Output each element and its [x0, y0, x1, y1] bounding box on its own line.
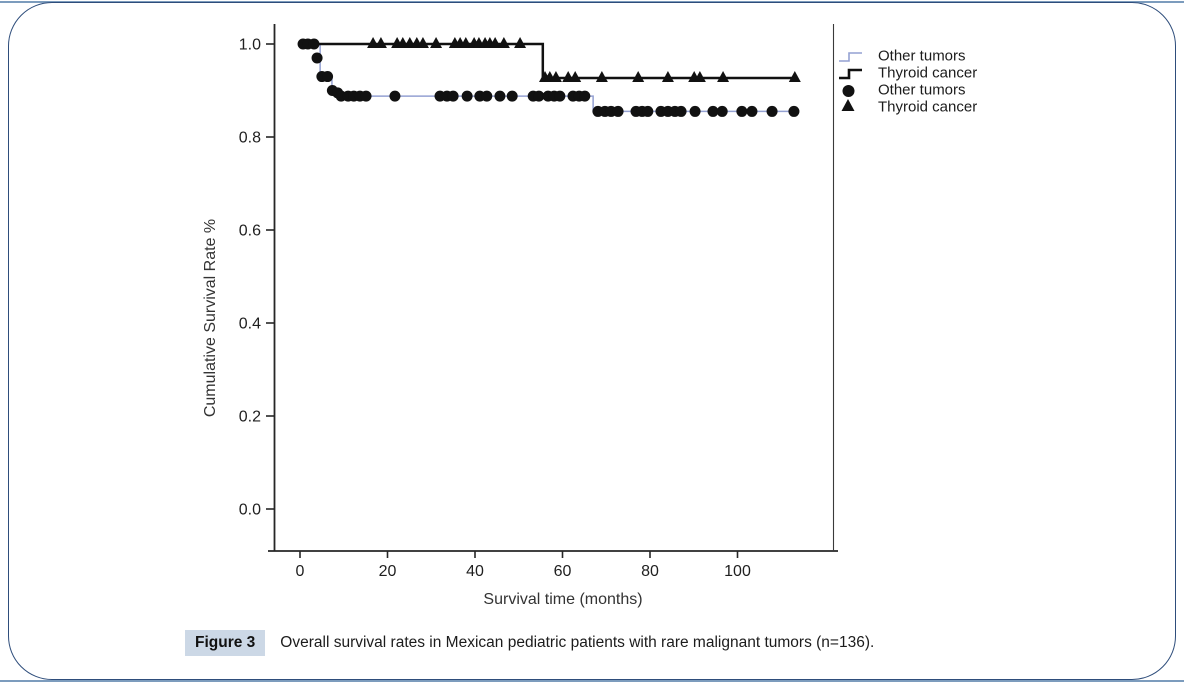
legend-marker-circle: [842, 85, 855, 97]
figure-caption: Figure 3 Overall survival rates in Mexic…: [185, 630, 874, 656]
y-tick-label: 0.8: [239, 130, 261, 147]
censor-marker-circle: [736, 105, 748, 117]
censor-marker-circle: [716, 105, 728, 117]
censor-marker-triangle: [569, 70, 582, 82]
figure-caption-label: Figure 3: [185, 630, 266, 656]
censor-marker-triangle: [459, 37, 472, 48]
y-tick-label: 0.2: [239, 409, 261, 426]
censor-marker-circle: [554, 90, 566, 102]
censor-marker-circle: [612, 105, 624, 117]
legend-line-sample-other-tumors: [839, 52, 862, 62]
censor-marker-triangle: [693, 70, 706, 82]
censor-marker-circle: [642, 105, 654, 117]
censor-marker-circle: [447, 90, 459, 102]
censor-marker-circle: [579, 90, 591, 102]
censor-marker-triangle: [489, 37, 502, 48]
y-tick-label: 0.4: [239, 316, 261, 333]
censor-marker-triangle: [661, 70, 674, 82]
censor-marker-circle: [311, 52, 323, 64]
figure-border: [8, 2, 1176, 680]
censor-marker-triangle: [374, 37, 387, 48]
censor-marker-triangle: [549, 70, 562, 82]
bottom-rule: [0, 680, 1184, 682]
censor-marker-circle: [766, 105, 778, 117]
censor-marker-circle: [494, 90, 506, 102]
y-tick-label: 0.6: [239, 223, 261, 240]
legend-label-thyroid-cancer-marker: Thyroid cancer: [878, 98, 978, 116]
y-tick-label: 0.0: [239, 502, 261, 519]
y-tick-label: 1.0: [239, 37, 261, 54]
censor-marker-triangle: [595, 70, 608, 82]
x-tick-label: 80: [641, 563, 659, 580]
legend-marker-triangle: [841, 99, 855, 111]
censor-marker-circle: [308, 38, 320, 50]
x-tick-label: 20: [379, 563, 397, 580]
legend-line-sample-thyroid-cancer: [839, 68, 862, 80]
figure-caption-text: Overall survival rates in Mexican pediat…: [280, 634, 875, 651]
x-axis-title: Survival time (months): [483, 591, 643, 608]
censor-marker-circle: [533, 90, 545, 102]
survival-chart-svg: 1.0 0.8 0.6 0.4 0.2 0.0 0 20 40 60 80 100: [239, 24, 862, 580]
censor-marker-triangle: [717, 70, 730, 82]
y-axis-title: Cumulative Survival Rate %: [202, 218, 219, 418]
censor-marker-triangle: [514, 37, 527, 48]
censor-marker-circle: [461, 90, 473, 102]
km-curve-thyroid-cancer: [302, 42, 796, 80]
censor-marker-circle: [689, 105, 701, 117]
legend-label-other-tumors-line: Other tumors: [878, 47, 966, 65]
x-tick-label: 60: [554, 563, 572, 580]
censor-marker-triangle: [416, 37, 429, 48]
censor-marker-triangle: [367, 37, 380, 48]
censor-marker-circle: [675, 105, 687, 117]
censor-marker-triangle: [497, 37, 510, 48]
censor-marker-triangle: [788, 70, 801, 82]
censor-marker-circle: [481, 90, 493, 102]
legend-label-thyroid-cancer-line: Thyroid cancer: [878, 64, 978, 82]
censor-marker-circle: [788, 105, 800, 117]
censor-marker-circle: [707, 105, 719, 117]
x-tick-label: 100: [724, 563, 751, 580]
legend-label-other-tumors-marker: Other tumors: [878, 81, 966, 99]
censor-marker-triangle: [632, 70, 645, 82]
x-tick-label: 0: [296, 563, 305, 580]
censor-marker-triangle: [430, 37, 443, 48]
x-tick-label: 40: [466, 563, 484, 580]
censor-marker-circle: [746, 105, 758, 117]
censor-marker-circle: [322, 71, 334, 83]
censor-marker-circle: [360, 90, 372, 102]
censor-marker-circle: [389, 90, 401, 102]
censor-marker-circle: [506, 90, 518, 102]
